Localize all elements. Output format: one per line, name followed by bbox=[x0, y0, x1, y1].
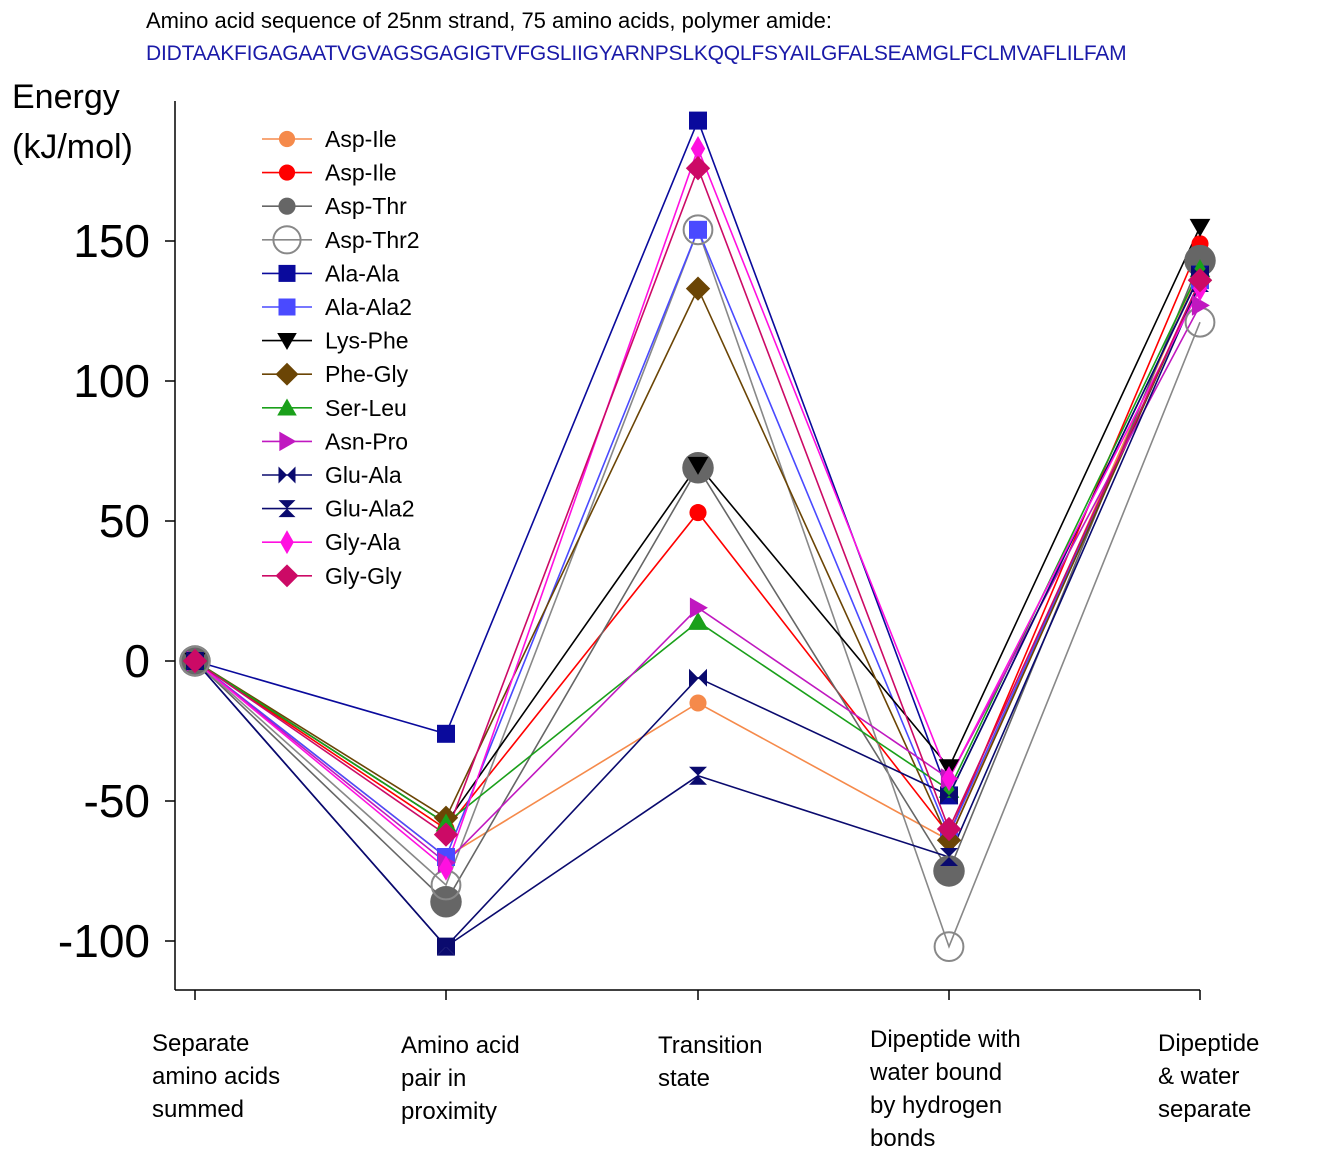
y-tick-label: 0 bbox=[124, 635, 150, 687]
x-category-label: Dipeptide & water separate bbox=[1158, 1030, 1260, 1123]
legend-entry-label: Asp-Ile bbox=[325, 160, 397, 186]
legend-entry-label: Gly-Ala bbox=[325, 529, 401, 555]
legend-entry-label: Glu-Ala2 bbox=[325, 496, 414, 522]
legend-entry-label: Gly-Gly bbox=[325, 563, 402, 589]
data-point-marker bbox=[277, 398, 297, 416]
legend-entry-label: Asn-Pro bbox=[325, 428, 408, 454]
data-point-marker bbox=[433, 822, 459, 847]
y-tick-label: -50 bbox=[84, 775, 150, 827]
data-point-marker bbox=[687, 611, 709, 630]
legend-entry-label: Ala-Ala2 bbox=[325, 294, 412, 320]
x-category-label: Amino acid pair in proximity bbox=[401, 1032, 520, 1125]
data-point-marker bbox=[272, 225, 302, 255]
chart-legend: Asp-Ile Asp-Ile Asp-Thr Asp-Thr2 Ala-Ala Ala-… bbox=[262, 126, 420, 589]
y-tick-label: 100 bbox=[73, 355, 150, 407]
data-point-marker bbox=[689, 668, 707, 687]
legend-entry-label: Asp-Thr bbox=[325, 193, 407, 219]
data-point-marker bbox=[682, 214, 714, 246]
data-point-marker bbox=[1189, 218, 1211, 237]
data-point-marker bbox=[689, 504, 707, 522]
data-point-marker bbox=[278, 500, 296, 518]
y-tick-label: 150 bbox=[73, 215, 150, 267]
data-point-marker bbox=[182, 648, 208, 674]
data-point-marker bbox=[689, 111, 707, 130]
data-point-marker bbox=[437, 724, 455, 743]
legend-entry-label: Lys-Phe bbox=[325, 328, 409, 354]
data-point-marker bbox=[690, 136, 706, 162]
legend-entry-label: Phe-Gly bbox=[325, 361, 409, 387]
data-point-marker bbox=[1187, 268, 1213, 293]
chart-axes: -100 -50 0 50 100 150 bbox=[58, 101, 1201, 1000]
y-axis-label-line-2: (kJ/mol) bbox=[12, 128, 133, 166]
data-point-marker bbox=[278, 298, 296, 316]
x-category-label: Separate amino acids summed bbox=[152, 1030, 281, 1123]
data-point-marker bbox=[278, 264, 296, 282]
data-point-marker bbox=[430, 886, 462, 918]
data-point-marker bbox=[437, 937, 455, 956]
data-point-marker bbox=[689, 220, 707, 239]
data-point-marker bbox=[685, 156, 711, 181]
data-point-marker bbox=[940, 848, 958, 866]
x-category-label: Dipeptide with water bound by hydrogen b… bbox=[870, 1026, 1021, 1152]
data-point-marker bbox=[279, 431, 297, 452]
data-point-marker bbox=[941, 766, 957, 792]
data-point-marker bbox=[689, 597, 708, 619]
data-point-marker bbox=[689, 766, 707, 785]
x-category-label: Transition state bbox=[658, 1032, 763, 1092]
y-tick-label: -100 bbox=[58, 915, 150, 967]
legend-entry-label: Ala-Ala bbox=[325, 260, 399, 286]
y-axis-label-line-1: Energy bbox=[12, 78, 120, 116]
chart-title: Amino acid sequence of 25nm strand, 75 a… bbox=[146, 8, 833, 33]
data-point-marker bbox=[278, 197, 296, 215]
data-point-marker bbox=[936, 816, 962, 842]
data-point-marker bbox=[275, 362, 299, 386]
data-point-marker bbox=[278, 164, 296, 181]
data-point-marker bbox=[280, 530, 294, 555]
legend-entry-label: Ser-Leu bbox=[325, 395, 407, 421]
series-markers bbox=[179, 111, 1216, 962]
data-point-marker bbox=[689, 694, 707, 712]
data-point-marker bbox=[277, 332, 297, 350]
data-point-marker bbox=[179, 645, 211, 677]
data-point-marker bbox=[1191, 295, 1210, 316]
data-point-marker bbox=[438, 855, 454, 881]
data-point-marker bbox=[278, 466, 296, 484]
data-point-marker bbox=[275, 564, 299, 588]
legend-entry-label: Glu-Ala bbox=[325, 462, 402, 488]
y-tick-label: 50 bbox=[99, 495, 150, 547]
data-point-marker bbox=[685, 276, 711, 301]
data-point-marker bbox=[278, 130, 296, 148]
data-point-marker bbox=[933, 931, 965, 962]
data-point-marker bbox=[933, 855, 965, 887]
legend-entry-label: Asp-Ile bbox=[325, 126, 397, 152]
legend-entry-label: Asp-Thr2 bbox=[325, 227, 420, 253]
data-point-marker bbox=[940, 786, 958, 805]
data-point-marker bbox=[687, 456, 709, 475]
amino-acid-sequence: DIDTAAKFIGAGAATVGVAGSGAGIGTVFGSLIIGYARNP… bbox=[146, 42, 1127, 65]
